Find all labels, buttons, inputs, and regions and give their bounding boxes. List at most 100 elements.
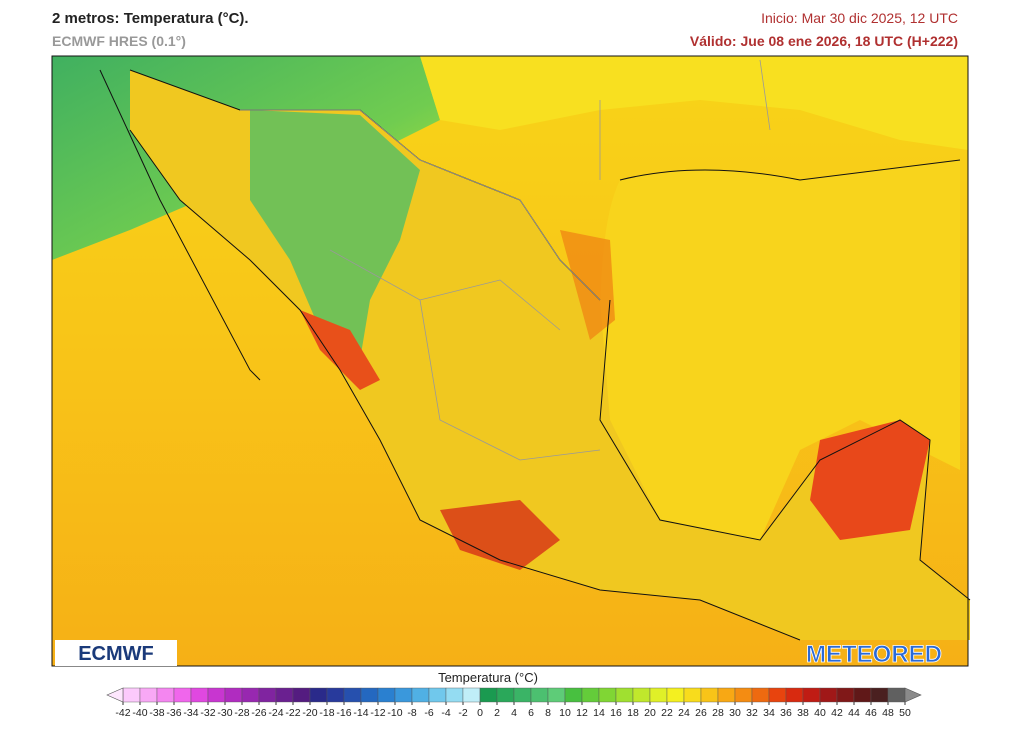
colorbar-swatch [326, 687, 345, 703]
colorbar-swatch [853, 687, 872, 703]
warm-patch [300, 310, 380, 390]
colorbar-tick-label: 30 [729, 707, 741, 719]
colorbar-tick-label: -6 [424, 707, 433, 719]
colorbar-swatch [139, 687, 158, 703]
colorbar-tick-label: -2 [458, 707, 467, 719]
sierra-cold [250, 110, 420, 360]
colorbar-swatch [377, 687, 396, 703]
colorbar-tick-label: -8 [407, 707, 416, 719]
colorbar-tick-label: -10 [387, 707, 402, 719]
colorbar-swatch [496, 687, 515, 703]
colorbar-tick-label: 0 [477, 707, 483, 719]
colorbar-swatch [530, 687, 549, 703]
colorbar-tick-label: 26 [695, 707, 707, 719]
colorbar-tick-label: 16 [610, 707, 622, 719]
colorbar-swatch [445, 687, 464, 703]
colorbar-swatch [122, 687, 141, 703]
borders [240, 59, 771, 461]
colorbar-tick-label: -30 [217, 707, 232, 719]
colorbar-tick-label: 34 [763, 707, 775, 719]
colorbar-tick-label: 4 [511, 707, 517, 719]
colorbar-tick-label: 46 [865, 707, 877, 719]
colorbar-swatch [343, 687, 362, 703]
colorbar-tick-label: 32 [746, 707, 758, 719]
colorbar-swatch [615, 687, 634, 703]
colorbar-swatch [768, 687, 787, 703]
colorbar-tick-label: -12 [370, 707, 385, 719]
colorbar-swatch [870, 687, 889, 703]
colorbar-tick-label: -16 [336, 707, 351, 719]
warm-patch [560, 230, 615, 340]
colorbar-swatch [258, 687, 277, 703]
colorbar-swatch [666, 687, 685, 703]
us-region [420, 56, 968, 150]
colorbar-tick-label: -20 [302, 707, 317, 719]
colorbar-tick-label: 20 [644, 707, 656, 719]
colorbar-tick-label: -26 [251, 707, 266, 719]
colorbar-tick-label: 40 [814, 707, 826, 719]
colorbar-tick-label: 36 [780, 707, 792, 719]
colorbar-tick-label: 6 [528, 707, 534, 719]
colorbar-swatch [751, 687, 770, 703]
colorbar-swatch [887, 687, 906, 703]
colorbar-swatch [683, 687, 702, 703]
colorbar-swatch [156, 687, 175, 703]
colorbar-swatch [598, 687, 617, 703]
colorbar-swatch [411, 687, 430, 703]
colorbar-swatch [224, 687, 243, 703]
colorbar-swatch [802, 687, 821, 703]
ecmwf-logo: ECMWF [78, 643, 154, 665]
colorbar-tick-label: 24 [678, 707, 690, 719]
map-title: 2 metros: Temperatura (°C). [52, 10, 249, 27]
map: ECMWF METEORED [51, 55, 971, 668]
colorbar-tick-label: -40 [132, 707, 147, 719]
colorbar-tick-label: 2 [494, 707, 500, 719]
colorbar-swatch [394, 687, 413, 703]
colorbar-low-arrow [106, 687, 124, 703]
colorbar-swatch [785, 687, 804, 703]
colorbar-swatch [836, 687, 855, 703]
logo-box [55, 640, 177, 666]
colorbar-swatch [241, 687, 260, 703]
colorbar-swatch [462, 687, 481, 703]
colorbar-tick-label: -22 [285, 707, 300, 719]
model-label: ECMWF HRES (0.1°) [52, 33, 186, 49]
colorbar-swatch [513, 687, 532, 703]
colorbar-tick-label: 12 [576, 707, 588, 719]
colorbar-swatch [428, 687, 447, 703]
colorbar-swatch [717, 687, 736, 703]
colorbar-tick-label: -4 [441, 707, 450, 719]
colorbar-swatch [564, 687, 583, 703]
colorbar-swatch [309, 687, 328, 703]
colorbar-tick-label: -42 [115, 707, 130, 719]
colorbar-swatch [734, 687, 753, 703]
colorbar-tick-label: -36 [166, 707, 181, 719]
colorbar-swatch [360, 687, 379, 703]
colorbar-tick-label: 42 [831, 707, 843, 719]
init-time: Inicio: Mar 30 dic 2025, 12 UTC [761, 10, 958, 26]
colorbar-tick-label: 14 [593, 707, 605, 719]
colorbar-tick-label: -32 [200, 707, 215, 719]
gulf [600, 160, 960, 540]
colorbar-tick-label: -28 [234, 707, 249, 719]
colorbar-tick-label: 50 [899, 707, 911, 719]
colorbar-swatch [547, 687, 566, 703]
colorbar-tick-label: -34 [183, 707, 198, 719]
map-frame [51, 55, 969, 667]
colorbar-tick-label: -24 [268, 707, 283, 719]
colorbar-tick-label: 48 [882, 707, 894, 719]
colorbar-swatch [649, 687, 668, 703]
colorbar-tick-label: 8 [545, 707, 551, 719]
colorbar-swatch [207, 687, 226, 703]
colorbar-swatch [632, 687, 651, 703]
colorbar-tick-label: 18 [627, 707, 639, 719]
colorbar-swatch [190, 687, 209, 703]
colorbar-swatch [700, 687, 719, 703]
colorbar-title: Temperatura (°C) [438, 670, 538, 685]
colorbar-tick-label: -18 [319, 707, 334, 719]
valid-time: Válido: Jue 08 ene 2026, 18 UTC (H+222) [690, 33, 958, 49]
warm-patch [440, 500, 560, 570]
colorbar-swatch [819, 687, 838, 703]
